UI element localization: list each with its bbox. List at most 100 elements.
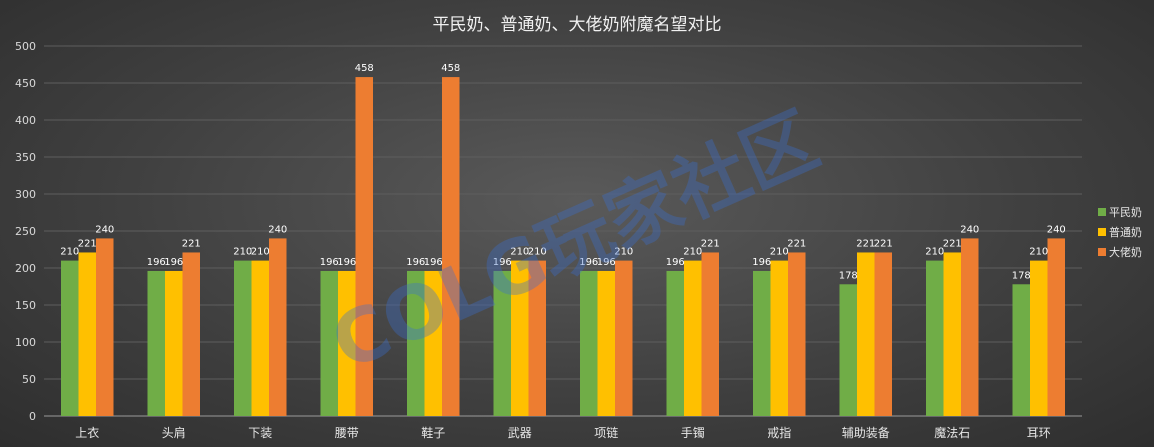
bar-3 [788, 252, 806, 416]
data-label: 196 [597, 257, 616, 268]
bar-1 [666, 270, 684, 416]
bars [61, 77, 1065, 416]
bar-1 [1012, 284, 1030, 416]
data-label: 240 [960, 224, 979, 235]
y-tick-label: 350 [15, 151, 36, 164]
data-label: 221 [943, 238, 962, 249]
bar-2 [251, 260, 269, 416]
category-label: 下装 [248, 426, 272, 440]
legend-swatch [1098, 248, 1106, 256]
category-label: 腰带 [335, 426, 359, 440]
bar-1 [320, 270, 338, 416]
category-label: 武器 [508, 426, 532, 440]
y-tick-label: 300 [15, 188, 36, 201]
bar-2 [857, 252, 875, 416]
data-label: 210 [1029, 247, 1048, 258]
data-label: 178 [1012, 270, 1031, 281]
y-tick-label: 450 [15, 77, 36, 90]
bar-3 [355, 77, 373, 416]
data-label: 221 [874, 238, 893, 249]
bar-1 [926, 260, 944, 416]
bar-1 [580, 270, 598, 416]
data-label: 210 [770, 247, 789, 258]
x-axis: 上衣 头肩 下装 腰带 鞋子 武器 项链 手镯 戒指 辅助装备 魔法石 耳环 [75, 425, 1051, 440]
y-tick-label: 50 [22, 373, 36, 386]
bar-2 [684, 260, 702, 416]
category-label: 上衣 [75, 425, 99, 440]
data-label: 210 [60, 247, 79, 258]
data-label: 221 [182, 238, 201, 249]
legend-label: 平民奶 [1109, 205, 1142, 219]
y-axis: 0 50 100 150 200 250 300 350 400 450 500 [15, 40, 36, 423]
category-label: 魔法石 [934, 425, 970, 440]
legend-swatch [1098, 208, 1106, 216]
bar-1 [753, 270, 771, 416]
data-label: 196 [320, 257, 339, 268]
bar-1 [493, 270, 511, 416]
data-label: 210 [528, 247, 547, 258]
category-label: 头肩 [162, 425, 186, 440]
y-tick-label: 400 [15, 114, 36, 127]
data-label: 240 [1047, 224, 1066, 235]
data-label: 221 [787, 238, 806, 249]
category-label: 戒指 [767, 425, 791, 440]
data-label: 210 [614, 247, 633, 258]
bar-1 [147, 270, 165, 416]
bar-2 [597, 270, 615, 416]
bar-2 [165, 270, 183, 416]
bar-3 [874, 252, 892, 416]
bar-3 [442, 77, 460, 416]
bar-1 [234, 260, 252, 416]
bar-2 [511, 260, 529, 416]
bar-1 [839, 284, 857, 416]
data-label: 196 [579, 257, 598, 268]
data-label: 196 [424, 257, 443, 268]
bar-3 [96, 238, 114, 416]
data-label: 458 [355, 63, 374, 74]
bar-3 [701, 252, 719, 416]
data-label: 221 [856, 238, 875, 249]
data-label: 210 [251, 247, 270, 258]
y-tick-label: 100 [15, 336, 36, 349]
bar-2 [424, 270, 442, 416]
bar-2 [78, 252, 96, 416]
gridlines [44, 45, 1082, 417]
y-tick-label: 150 [15, 299, 36, 312]
data-label: 196 [493, 257, 512, 268]
data-label: 221 [78, 238, 97, 249]
bar-2 [770, 260, 788, 416]
y-tick-label: 0 [29, 410, 36, 423]
data-label: 196 [164, 257, 183, 268]
data-label: 178 [839, 270, 858, 281]
data-label: 210 [925, 247, 944, 258]
bar-2 [338, 270, 356, 416]
legend-label: 大佬奶 [1109, 245, 1142, 259]
data-labels: 2102212401961962212102102401961964581961… [60, 63, 1066, 281]
data-label: 210 [683, 247, 702, 258]
bar-3 [961, 238, 979, 416]
data-label: 196 [147, 257, 166, 268]
data-label: 458 [441, 63, 460, 74]
data-label: 196 [337, 257, 356, 268]
category-label: 项链 [594, 425, 618, 440]
data-label: 196 [666, 257, 685, 268]
data-label: 196 [406, 257, 425, 268]
data-label: 240 [95, 224, 114, 235]
legend-swatch [1098, 228, 1106, 236]
data-label: 210 [233, 247, 252, 258]
y-tick-label: 500 [15, 40, 36, 53]
data-label: 210 [510, 247, 529, 258]
bar-3 [182, 252, 200, 416]
bar-2 [943, 252, 961, 416]
category-label: 手镯 [681, 425, 705, 440]
legend-label: 普通奶 [1109, 225, 1142, 239]
bar-3 [269, 238, 287, 416]
category-label: 辅助装备 [842, 426, 890, 440]
data-label: 221 [701, 238, 720, 249]
bar-3 [615, 260, 633, 416]
bar-3 [528, 260, 546, 416]
bar-1 [61, 260, 79, 416]
